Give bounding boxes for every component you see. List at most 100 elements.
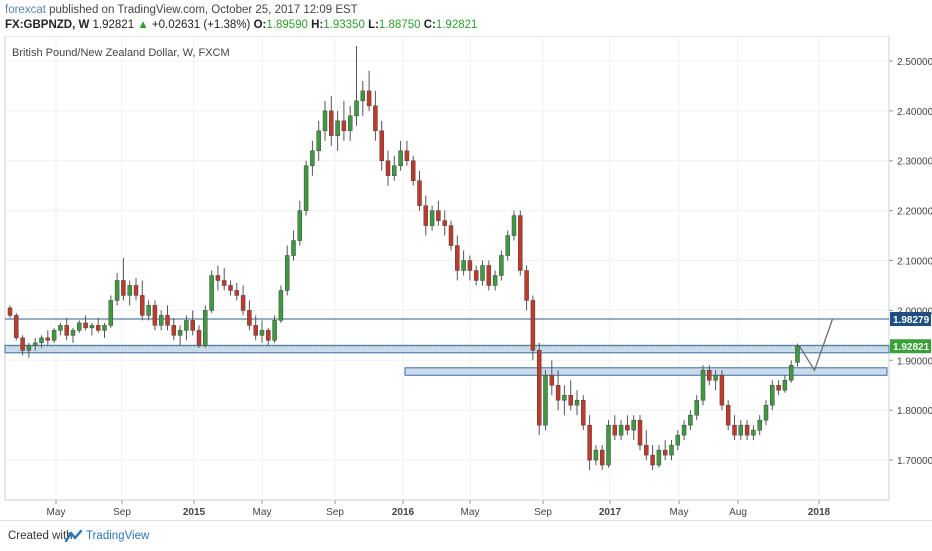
candle[interactable] — [593, 445, 599, 466]
candle[interactable] — [410, 155, 416, 186]
tradingview-logo-icon[interactable] — [64, 529, 84, 548]
candle[interactable] — [335, 110, 340, 151]
candle[interactable] — [95, 317, 101, 333]
candle[interactable] — [606, 420, 611, 468]
candle[interactable] — [45, 330, 51, 346]
candle[interactable] — [291, 230, 296, 261]
candle[interactable] — [473, 265, 479, 286]
candle[interactable] — [442, 210, 447, 236]
candle[interactable] — [656, 445, 662, 468]
candle[interactable] — [278, 285, 284, 323]
chart-area[interactable]: British Pound/New Zealand Dollar, W, FXC… — [0, 35, 932, 518]
candle[interactable] — [392, 155, 397, 181]
candle[interactable] — [7, 305, 13, 318]
upper-zone[interactable] — [4, 344, 890, 354]
candle[interactable] — [58, 322, 63, 336]
candle[interactable] — [114, 272, 120, 306]
candle[interactable] — [228, 280, 233, 296]
candle[interactable] — [373, 90, 378, 141]
candle[interactable] — [26, 342, 32, 358]
candle[interactable] — [505, 230, 510, 261]
candle[interactable] — [89, 322, 95, 336]
candle[interactable] — [732, 415, 737, 441]
candle[interactable] — [177, 325, 183, 346]
candle[interactable] — [341, 100, 347, 141]
candle[interactable] — [121, 258, 126, 301]
candle[interactable] — [152, 300, 158, 331]
candle[interactable] — [637, 415, 643, 451]
tradingview-link[interactable]: TradingView — [86, 530, 150, 542]
candle[interactable] — [763, 400, 769, 426]
candle[interactable] — [511, 210, 517, 241]
candle[interactable] — [751, 425, 756, 441]
candle[interactable] — [581, 395, 586, 431]
price-axis[interactable]: 2.50000 2.40000 2.30000 2.20000 2.10000 2.000… — [889, 57, 932, 467]
candle[interactable] — [77, 320, 82, 333]
candle[interactable] — [165, 305, 170, 331]
candle[interactable] — [518, 210, 523, 276]
candle[interactable] — [423, 195, 429, 236]
candle[interactable] — [650, 445, 655, 471]
candle[interactable] — [480, 260, 485, 286]
candle[interactable] — [770, 380, 775, 411]
candle[interactable] — [259, 320, 265, 343]
candle[interactable] — [39, 335, 44, 348]
candle[interactable] — [253, 315, 258, 341]
candle[interactable] — [127, 280, 132, 306]
candle[interactable] — [738, 420, 744, 441]
candle[interactable] — [303, 160, 309, 216]
candle[interactable] — [612, 415, 618, 441]
candle[interactable] — [20, 335, 25, 356]
candle[interactable] — [140, 280, 145, 321]
candle[interactable] — [366, 70, 372, 111]
candle[interactable] — [266, 327, 271, 346]
candle[interactable] — [215, 265, 221, 291]
candle[interactable] — [108, 295, 114, 328]
candle[interactable] — [543, 370, 548, 431]
candle[interactable] — [725, 400, 731, 431]
candle[interactable] — [587, 415, 592, 471]
candle[interactable] — [196, 325, 202, 348]
candle[interactable] — [360, 80, 366, 116]
candle[interactable] — [568, 380, 573, 411]
candle[interactable] — [461, 250, 466, 276]
candle[interactable] — [184, 315, 189, 341]
candle[interactable] — [247, 300, 252, 331]
candle[interactable] — [448, 220, 454, 251]
candle[interactable] — [455, 235, 460, 281]
candle[interactable] — [385, 150, 391, 186]
candle[interactable] — [272, 315, 277, 343]
candle[interactable] — [398, 140, 403, 171]
candle[interactable] — [492, 270, 498, 291]
candle[interactable] — [688, 410, 693, 431]
candle[interactable] — [240, 285, 246, 316]
candle[interactable] — [51, 327, 57, 343]
candle[interactable] — [713, 370, 718, 391]
lower-zone[interactable] — [404, 367, 888, 376]
candle[interactable] — [417, 170, 422, 211]
candle[interactable] — [329, 95, 334, 146]
candle[interactable] — [499, 250, 504, 281]
candle[interactable] — [158, 310, 164, 331]
candle[interactable] — [675, 430, 681, 451]
candle[interactable] — [436, 200, 441, 226]
candle[interactable] — [555, 370, 561, 411]
author-link[interactable]: forexcat — [5, 4, 46, 16]
candle[interactable] — [171, 317, 177, 341]
candle[interactable] — [203, 305, 208, 348]
candle[interactable] — [681, 420, 687, 441]
candle[interactable] — [234, 282, 240, 301]
candle[interactable] — [757, 415, 762, 436]
candle[interactable] — [102, 322, 107, 338]
candle[interactable] — [662, 440, 668, 461]
candle[interactable] — [133, 277, 139, 301]
candle[interactable] — [788, 360, 794, 383]
candle[interactable] — [221, 268, 227, 291]
candle[interactable] — [316, 120, 321, 161]
candle[interactable] — [83, 315, 88, 331]
price-chart[interactable]: British Pound/New Zealand Dollar, W, FXC… — [0, 35, 932, 518]
candle[interactable] — [32, 337, 38, 351]
candle[interactable] — [707, 365, 712, 386]
candle[interactable] — [776, 380, 781, 396]
candle[interactable] — [524, 265, 529, 311]
